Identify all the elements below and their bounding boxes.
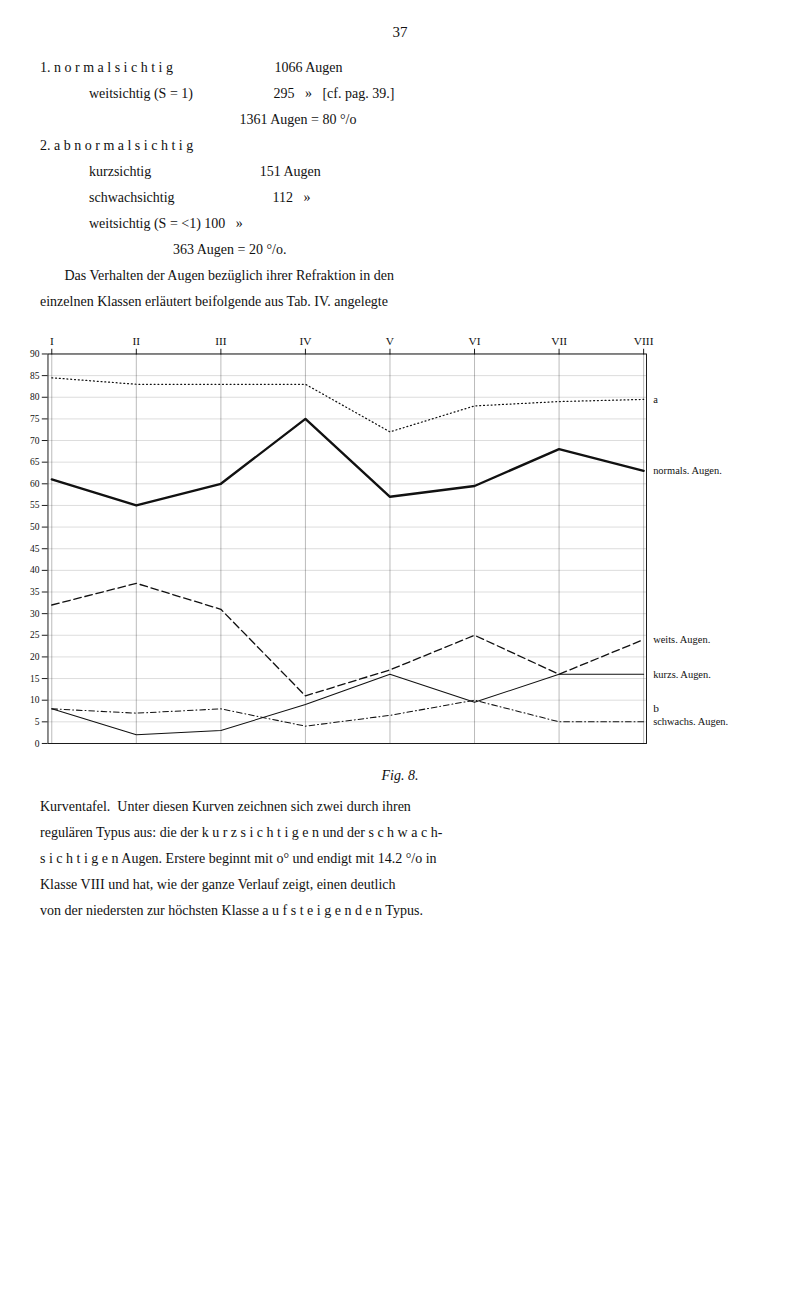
svg-text:VII: VII bbox=[551, 335, 567, 347]
svg-text:75: 75 bbox=[30, 414, 40, 424]
svg-text:II: II bbox=[133, 335, 141, 347]
html-text:kurzsichtig 151 Augen: kurzsichtig 151 Augen bbox=[40, 164, 321, 179]
html-text:weitsichtig (S = <1) 100 »: weitsichtig (S = <1) 100 » bbox=[40, 216, 243, 231]
html-text:Fig. 8.: Fig. 8. bbox=[381, 768, 419, 783]
svg-text:kurzs. Augen.: kurzs. Augen. bbox=[653, 669, 711, 680]
svg-text:15: 15 bbox=[30, 674, 40, 684]
svg-text:85: 85 bbox=[30, 371, 40, 381]
html-text:363 Augen = 20 °/o.: 363 Augen = 20 °/o. bbox=[40, 242, 287, 257]
svg-text:b: b bbox=[653, 702, 659, 714]
svg-text:60: 60 bbox=[30, 479, 40, 489]
html-text:37: 37 bbox=[392, 24, 408, 40]
svg-text:V: V bbox=[386, 335, 395, 347]
svg-text:VI: VI bbox=[469, 335, 481, 347]
svg-text:10: 10 bbox=[30, 695, 40, 705]
html-text:1361 Augen = 80 °/o: 1361 Augen = 80 °/o bbox=[40, 112, 357, 127]
html-text:regulären Typus aus: die der k: regulären Typus aus: die der k u r z s i… bbox=[40, 825, 443, 840]
svg-text:70: 70 bbox=[30, 436, 40, 446]
svg-text:normals. Augen.: normals. Augen. bbox=[653, 465, 722, 476]
svg-text:80: 80 bbox=[30, 392, 40, 402]
svg-text:schwachs. Augen.: schwachs. Augen. bbox=[653, 716, 728, 727]
svg-text:0: 0 bbox=[35, 739, 40, 749]
svg-text:55: 55 bbox=[30, 500, 40, 510]
svg-text:25: 25 bbox=[30, 630, 40, 640]
html-text:s i c h t i g e n Augen. Erste: s i c h t i g e n Augen. Erstere beginnt… bbox=[40, 851, 437, 866]
svg-text:40: 40 bbox=[30, 565, 40, 575]
svg-text:65: 65 bbox=[30, 457, 40, 467]
html-text:1. n o r m a l s i c h t i g 1: 1. n o r m a l s i c h t i g 1066 Augen bbox=[40, 60, 343, 75]
html-text:einzelnen Klassen erläutert be: einzelnen Klassen erläutert beifolgende … bbox=[40, 294, 388, 309]
svg-text:III: III bbox=[215, 335, 227, 347]
html-text:2. a b n o r m a l s i c h t i: 2. a b n o r m a l s i c h t i g bbox=[40, 138, 194, 153]
svg-text:20: 20 bbox=[30, 652, 40, 662]
svg-text:weits. Augen.: weits. Augen. bbox=[653, 634, 710, 645]
svg-text:30: 30 bbox=[30, 609, 40, 619]
svg-text:50: 50 bbox=[30, 522, 40, 532]
svg-text:IV: IV bbox=[299, 335, 312, 347]
html-text:schwachsichtig 112 »: schwachsichtig 112 » bbox=[40, 190, 311, 205]
html-text:weitsichtig (S = 1) 295 » [cf.: weitsichtig (S = 1) 295 » [cf. pag. 39.] bbox=[40, 86, 395, 101]
svg-text:I: I bbox=[50, 335, 54, 347]
svg-text:5: 5 bbox=[35, 717, 40, 727]
svg-text:35: 35 bbox=[30, 587, 40, 597]
html-text:Klasse VIII und hat, wie der g: Klasse VIII und hat, wie der ganze Verla… bbox=[40, 877, 396, 892]
svg-text:90: 90 bbox=[30, 349, 40, 359]
svg-text:45: 45 bbox=[30, 544, 40, 554]
html-text:Kurventafel. Unter diesen Kurv: Kurventafel. Unter diesen Kurven zeichne… bbox=[40, 799, 411, 814]
html-text:von der niedersten zur höchste: von der niedersten zur höchsten Klasse a… bbox=[40, 903, 423, 918]
svg-text:a: a bbox=[653, 394, 658, 405]
html-text:Das Verhalten der Augen bezügl: Das Verhalten der Augen bezüglich ihrer … bbox=[40, 268, 394, 283]
svg-text:VIII: VIII bbox=[634, 335, 654, 347]
